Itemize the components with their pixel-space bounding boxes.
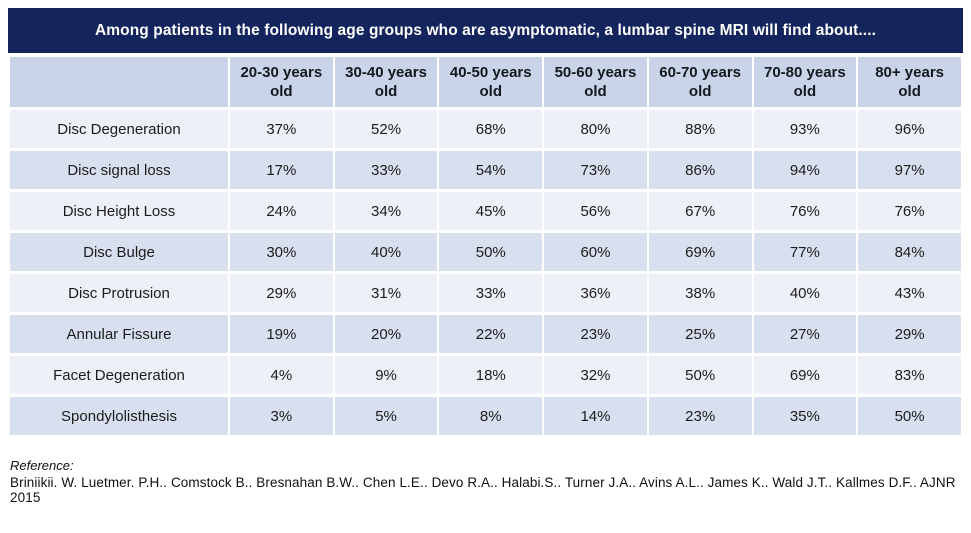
cell-value: 43% [858,274,961,312]
cell-value: 69% [753,356,857,394]
row-label: Disc Bulge [10,233,228,271]
cell-value: 27% [753,315,857,353]
column-header: 60-70 years old [648,57,752,107]
column-header: 80+ years old [858,57,961,107]
cell-value: 29% [858,315,961,353]
cell-value: 50% [439,233,543,271]
header-row: 20-30 years old 30-40 years old 40-50 year… [10,57,961,107]
row-label: Disc Protrusion [10,274,228,312]
table-body: Disc Degeneration 37% 52% 68% 80% 88% 93% 96% Di… [10,110,961,435]
cell-value: 23% [544,315,647,353]
row-label: Spondylolisthesis [10,397,228,435]
cell-value: 32% [544,356,647,394]
cell-value: 33% [334,151,438,189]
corner-cell [10,57,228,107]
cell-value: 14% [544,397,647,435]
cell-value: 22% [439,315,543,353]
cell-value: 84% [858,233,961,271]
cell-value: 23% [648,397,752,435]
column-header: 20-30 years old [230,57,333,107]
reference-block: Reference: Briniikii. W. Luetmer. P.H.. … [10,458,961,505]
reference-citation: Briniikii. W. Luetmer. P.H.. Comstock B.… [10,475,956,505]
cell-value: 34% [334,192,438,230]
cell-value: 69% [648,233,752,271]
column-header: 50-60 years old [544,57,647,107]
cell-value: 77% [753,233,857,271]
cell-value: 9% [334,356,438,394]
cell-value: 50% [858,397,961,435]
cell-value: 83% [858,356,961,394]
cell-value: 86% [648,151,752,189]
cell-value: 36% [544,274,647,312]
cell-value: 88% [648,110,752,148]
cell-value: 31% [334,274,438,312]
table-header: 20-30 years old 30-40 years old 40-50 year… [10,57,961,107]
cell-value: 68% [439,110,543,148]
mri-findings-table: 20-30 years old 30-40 years old 40-50 year… [8,54,963,438]
table-row: Disc Degeneration 37% 52% 68% 80% 88% 93% 96% [10,110,961,148]
page-title: Among patients in the following age grou… [94,21,877,39]
column-header: 30-40 years old [334,57,438,107]
cell-value: 24% [230,192,333,230]
cell-value: 18% [439,356,543,394]
table-row: Annular Fissure 19% 20% 22% 23% 25% 27% 29% [10,315,961,353]
cell-value: 40% [334,233,438,271]
cell-value: 5% [334,397,438,435]
cell-value: 94% [753,151,857,189]
cell-value: 93% [753,110,857,148]
cell-value: 29% [230,274,333,312]
cell-value: 76% [858,192,961,230]
table-row: Facet Degeneration 4% 9% 18% 32% 50% 69% 83% [10,356,961,394]
cell-value: 97% [858,151,961,189]
cell-value: 67% [648,192,752,230]
cell-value: 20% [334,315,438,353]
cell-value: 8% [439,397,543,435]
cell-value: 17% [230,151,333,189]
table-row: Spondylolisthesis 3% 5% 8% 14% 23% 35% 50% [10,397,961,435]
title-bar: Among patients in the following age grou… [8,8,963,53]
cell-value: 50% [648,356,752,394]
cell-value: 80% [544,110,647,148]
cell-value: 56% [544,192,647,230]
cell-value: 54% [439,151,543,189]
cell-value: 45% [439,192,543,230]
cell-value: 33% [439,274,543,312]
row-label: Disc signal loss [10,151,228,189]
cell-value: 4% [230,356,333,394]
slide: Among patients in the following age grou… [8,8,963,505]
reference-label: Reference: [10,458,74,473]
cell-value: 73% [544,151,647,189]
row-label: Disc Degeneration [10,110,228,148]
row-label: Facet Degeneration [10,356,228,394]
cell-value: 35% [753,397,857,435]
cell-value: 3% [230,397,333,435]
row-label: Disc Height Loss [10,192,228,230]
cell-value: 38% [648,274,752,312]
column-header: 40-50 years old [439,57,543,107]
table-row: Disc Protrusion 29% 31% 33% 36% 38% 40% 43% [10,274,961,312]
table-row: Disc Bulge 30% 40% 50% 60% 69% 77% 84% [10,233,961,271]
cell-value: 25% [648,315,752,353]
cell-value: 52% [334,110,438,148]
column-header: 70-80 years old [753,57,857,107]
table-row: Disc Height Loss 24% 34% 45% 56% 67% 76% 76% [10,192,961,230]
cell-value: 30% [230,233,333,271]
cell-value: 40% [753,274,857,312]
cell-value: 19% [230,315,333,353]
table-row: Disc signal loss 17% 33% 54% 73% 86% 94% 97% [10,151,961,189]
cell-value: 60% [544,233,647,271]
cell-value: 76% [753,192,857,230]
cell-value: 37% [230,110,333,148]
row-label: Annular Fissure [10,315,228,353]
cell-value: 96% [858,110,961,148]
